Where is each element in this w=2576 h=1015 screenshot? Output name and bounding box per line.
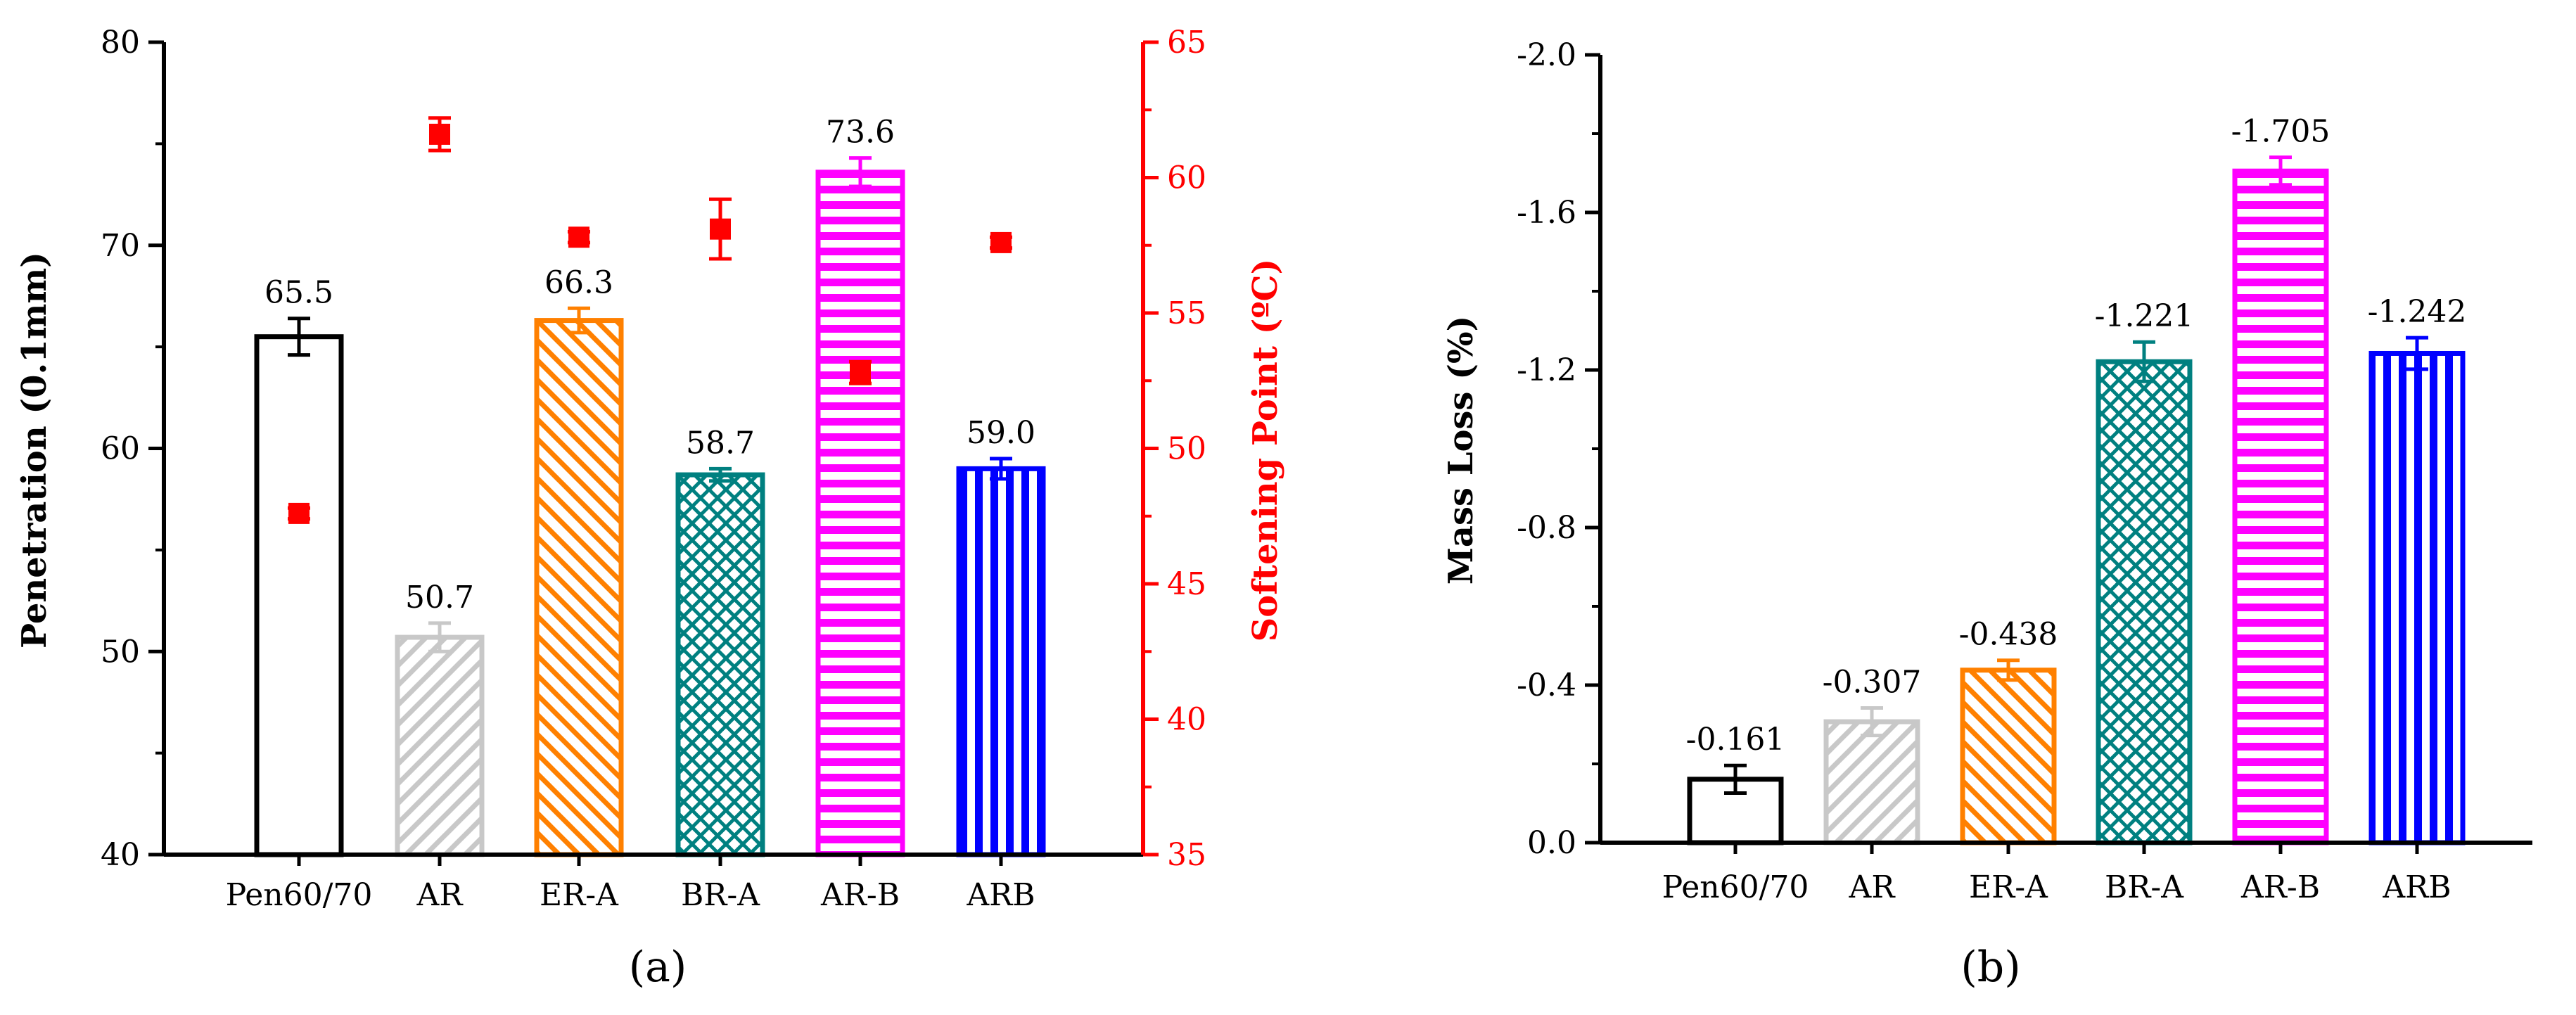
y2-tick-label-35: 35 <box>1167 837 1206 873</box>
error-bar-pen60-70 <box>288 317 310 357</box>
y-axis-title-mass-loss: Mass Loss (%) <box>1441 316 1481 585</box>
error-bar-pen60-70 <box>1724 763 1747 795</box>
y-tick-label-80: 80 <box>101 25 140 60</box>
x-tick-label-ar-b: AR-B <box>2240 869 2320 905</box>
softening-point-ar-b <box>850 362 871 383</box>
error-bar-arb <box>2406 336 2428 371</box>
value-labels-penetration: 65.5 50.7 66.3 58.7 73.6 59.0 <box>264 115 1035 615</box>
y2-tick-label-40: 40 <box>1167 702 1206 738</box>
x-tick-label-er-a: ER-A <box>540 877 619 913</box>
value-label-ar-b: -1.705 <box>2231 114 2330 150</box>
error-bar-arb <box>990 457 1012 481</box>
value-label-er-a: -0.438 <box>1959 617 2058 653</box>
value-label-arb: -1.242 <box>2368 294 2467 330</box>
value-label-br-a: 58.7 <box>686 425 755 461</box>
y2-tick-label-50: 50 <box>1167 431 1206 467</box>
y2-tick-label-60: 60 <box>1167 160 1206 196</box>
value-labels-mass-loss: -0.161 -0.307 -0.438 -1.221 -1.705 -1.242 <box>1686 114 2467 758</box>
value-label-ar: -0.307 <box>1823 664 1922 700</box>
y-tick-label-1-6: -1.6 <box>1517 195 1576 231</box>
bar-series-penetration <box>254 170 1046 857</box>
error-bar-ar <box>428 621 451 653</box>
error-bar-ar <box>1861 706 1883 738</box>
bar-pen60-70 <box>254 334 344 857</box>
softening-point-arb <box>990 231 1012 253</box>
x-tick-label-er-a: ER-A <box>1969 869 2048 905</box>
scatter-series-softening-point <box>288 116 1012 524</box>
chart-panel-b: -0.161 -0.307 -0.438 -1.221 -1.705 -1.242 Pen… <box>1441 37 2532 992</box>
softening-point-pen60-70 <box>288 502 310 524</box>
value-label-br-a: -1.221 <box>2095 298 2194 334</box>
x-tick-label-br-a: BR-A <box>2105 869 2184 905</box>
chart-panel-a: 65.5 50.7 66.3 58.7 73.6 59.0 Pen60/70 AR ER-A B… <box>15 25 1285 992</box>
panel-label-b: (b) <box>1960 943 2020 992</box>
value-label-pen60-70: -0.161 <box>1686 722 1785 758</box>
bar-ar-b <box>2232 168 2329 845</box>
error-bar-br-a <box>709 466 732 483</box>
axes-a: Pen60/70 AR ER-A BR-A AR-B ARB 40 50 60 70 80 35 40 4… <box>101 25 1206 913</box>
y2-tick-label-45: 45 <box>1167 566 1206 602</box>
error-bar-ar-b <box>2269 155 2292 187</box>
x-tick-label-arb: ARB <box>966 877 1035 913</box>
bar-arb <box>2368 350 2466 845</box>
y2-tick-label-55: 55 <box>1167 295 1206 331</box>
y-tick-label-60: 60 <box>101 431 140 467</box>
bar-ar-b <box>815 170 905 857</box>
y-tick-label-40: 40 <box>101 837 140 873</box>
axes-b: Pen60/70 AR ER-A BR-A AR-B ARB 0.0 -0.4 -0.8 -1.2… <box>1517 37 2532 905</box>
x-tick-label-ar-b: AR-B <box>820 877 900 913</box>
softening-point-br-a <box>710 218 731 240</box>
bar-arb <box>956 466 1046 857</box>
y-tick-label-0-8: -0.8 <box>1517 510 1576 546</box>
y2-tick-label-65: 65 <box>1167 25 1206 60</box>
x-tick-label-ar: AR <box>1849 869 1896 905</box>
x-tick-label-br-a: BR-A <box>681 877 760 913</box>
y-tick-label-1-2: -1.2 <box>1517 352 1576 388</box>
value-label-ar-b: 73.6 <box>826 115 895 151</box>
bar-ar <box>1823 719 1920 845</box>
bar-ar <box>395 634 485 857</box>
x-tick-label-arb: ARB <box>2382 869 2451 905</box>
y-tick-label-50: 50 <box>101 634 140 670</box>
value-label-arb: 59.0 <box>967 415 1035 451</box>
y-tick-label-2-0: -2.0 <box>1517 37 1576 73</box>
bar-br-a <box>2096 359 2193 845</box>
bar-er-a <box>534 318 624 857</box>
value-label-pen60-70: 65.5 <box>264 275 333 311</box>
bar-er-a <box>1960 668 2057 845</box>
softening-point-er-a <box>568 226 589 248</box>
y-tick-label-70: 70 <box>101 228 140 264</box>
error-bar-er-a <box>568 306 590 335</box>
y-axis-title-penetration: Penetration (0.1mm) <box>15 252 54 649</box>
x-tick-label-ar: AR <box>416 877 464 913</box>
error-bars-mass-loss <box>1724 155 2428 795</box>
panel-label-a: (a) <box>629 943 687 992</box>
error-bar-er-a <box>1997 658 2020 682</box>
x-tick-label-pen60-70: Pen60/70 <box>1662 869 1809 905</box>
y-tick-label-0-4: -0.4 <box>1517 668 1576 703</box>
bar-series-mass-loss <box>1687 168 2466 845</box>
softening-point-ar <box>429 123 450 145</box>
y2-axis-title-softening-point: Softening Point (ºC) <box>1246 259 1285 642</box>
bar-br-a <box>675 472 765 857</box>
y-tick-label-0-0: 0.0 <box>1527 825 1576 861</box>
error-bar-ar-b <box>849 156 872 189</box>
error-bars-penetration <box>288 156 1012 653</box>
value-label-er-a: 66.3 <box>544 264 613 300</box>
error-bar-br-a <box>2133 340 2155 383</box>
x-tick-label-pen60-70: Pen60/70 <box>226 877 373 913</box>
value-label-ar: 50.7 <box>405 580 474 615</box>
